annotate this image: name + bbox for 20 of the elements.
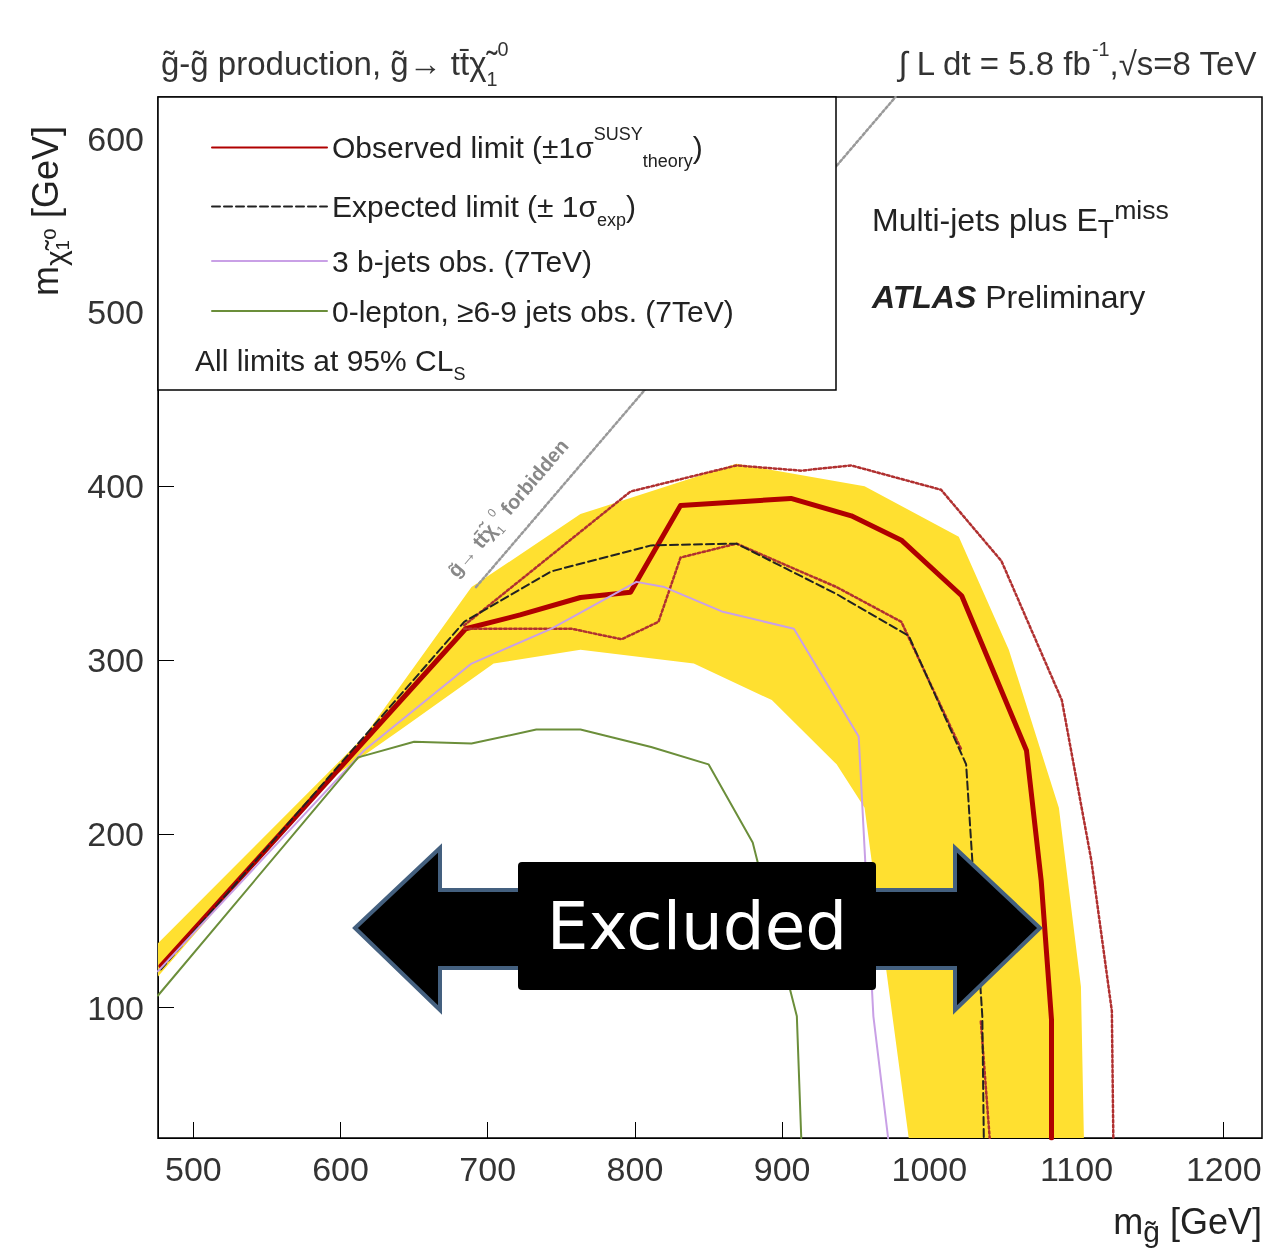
y-tick-label: 100 bbox=[87, 988, 144, 1027]
x-tick-label: 1100 bbox=[1039, 1150, 1114, 1188]
x-axis-title: m$_{g̃}$ [GeV] bbox=[1113, 1200, 1262, 1251]
legend-label: 3 b-jets obs. (7TeV) bbox=[332, 244, 593, 278]
y-tick-label: 600 bbox=[87, 119, 144, 158]
y-tick-label: 500 bbox=[87, 293, 144, 332]
x-tick-label: 1200 bbox=[1185, 1150, 1262, 1188]
x-tick-label: 1000 bbox=[891, 1150, 968, 1188]
x-tick-label: 500 bbox=[164, 1150, 222, 1188]
y-tick-label: 200 bbox=[87, 814, 144, 853]
y-tick-label: 300 bbox=[87, 641, 144, 680]
annotation: ATLAS Preliminary bbox=[871, 279, 1146, 315]
line-series bbox=[157, 580, 890, 1139]
x-tick-label: 800 bbox=[606, 1150, 664, 1188]
y-tick-label: 400 bbox=[87, 467, 144, 506]
x-tick-label: 900 bbox=[753, 1150, 811, 1188]
x-tick-label: 600 bbox=[312, 1150, 369, 1188]
annotation: Excluded bbox=[518, 862, 876, 990]
x-tick-label: 700 bbox=[459, 1150, 517, 1188]
legend-label: 0-lepton, ≥6-9 jets obs. (7TeV) bbox=[332, 294, 734, 328]
